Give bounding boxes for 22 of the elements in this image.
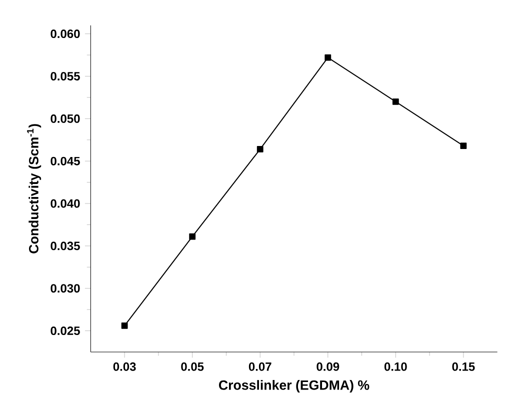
point xyxy=(189,233,196,240)
x-tick-label: 0.09 xyxy=(316,362,340,371)
point xyxy=(324,54,332,61)
x-tick-label: 0.05 xyxy=(181,362,204,371)
x-tick-label: 0.07 xyxy=(248,362,272,371)
y-tick-label: 0.025 xyxy=(50,326,80,336)
x-tick-label: 0.10 xyxy=(384,362,407,371)
y-tick-label: 0.055 xyxy=(50,72,80,80)
point xyxy=(256,146,264,152)
x-tick-label: 0.15 xyxy=(452,362,475,371)
point xyxy=(460,142,467,150)
y-tick-label: 0.050 xyxy=(50,114,80,123)
y-tick-label: 0.030 xyxy=(50,284,80,293)
y-tick-label: 0.060 xyxy=(50,30,80,38)
y-tick-label: 0.035 xyxy=(50,242,80,250)
y-axis-title: Conductivity (Scm$^{-1}$) xyxy=(27,124,42,254)
x-axis-title: Crosslinker (EGDMA) % xyxy=(218,380,370,392)
y-tick-label: 0.045 xyxy=(50,156,80,166)
point xyxy=(121,322,128,329)
y-tick-label: 0.040 xyxy=(50,199,80,208)
x-tick-label: 0.03 xyxy=(113,362,136,371)
point xyxy=(392,98,399,105)
